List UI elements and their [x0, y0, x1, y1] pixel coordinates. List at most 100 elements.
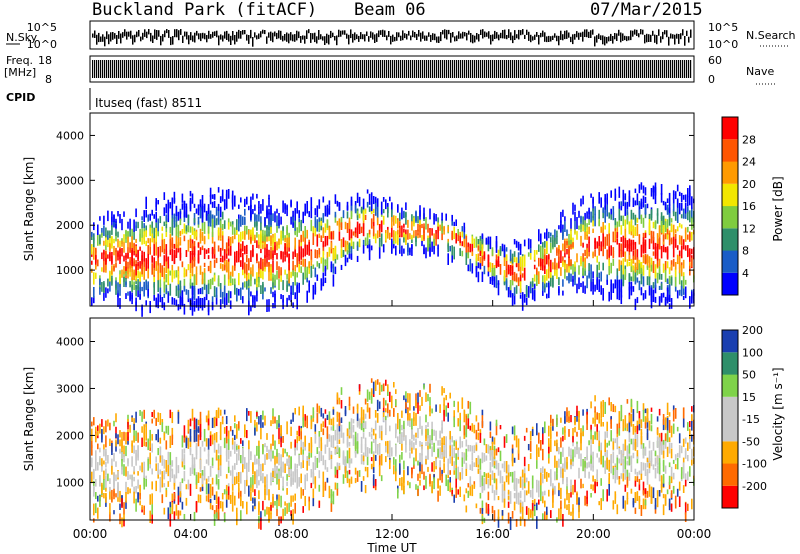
velocity-cell — [445, 405, 447, 417]
velocity-cell — [578, 411, 580, 418]
power-cell — [175, 212, 178, 222]
power-cell — [453, 226, 455, 239]
power-cell — [684, 229, 687, 242]
power-cell — [308, 250, 310, 256]
power-cell — [268, 254, 270, 260]
power-cell — [260, 216, 262, 224]
power-cell — [632, 242, 635, 251]
velocity-cell — [453, 447, 455, 458]
power-cell — [644, 196, 647, 204]
freq-mark — [688, 60, 690, 78]
velocity-cell — [467, 444, 470, 452]
velocity-cell — [139, 489, 141, 496]
freq-mark — [422, 60, 424, 78]
nsky-mark — [388, 31, 390, 37]
power-cell — [149, 238, 151, 247]
power-cell — [666, 297, 669, 304]
velocity-cell — [370, 441, 373, 454]
power-cell — [266, 225, 268, 237]
power-cell — [640, 214, 643, 224]
nsky-mark — [264, 30, 266, 35]
velocity-cell — [548, 453, 550, 464]
velocity-cell — [417, 460, 419, 466]
velocity-cell — [574, 426, 576, 433]
power-cell — [634, 271, 637, 281]
power-cell — [330, 232, 333, 240]
velocity-cell — [113, 479, 115, 489]
velocity-cell — [437, 448, 439, 458]
velocity-cell — [471, 445, 474, 452]
power-cell — [296, 256, 298, 268]
velocity-cell — [254, 419, 256, 426]
velocity-cell — [465, 439, 468, 447]
velocity-cell — [125, 492, 127, 503]
power-cell — [223, 220, 226, 229]
power-cell — [618, 214, 621, 227]
power-cell — [691, 232, 693, 241]
freq-mark — [458, 60, 460, 78]
power-cell — [554, 237, 556, 248]
velocity-cell — [155, 480, 157, 492]
power-cell — [137, 249, 139, 260]
velocity-cell — [264, 476, 266, 488]
velocity-cell — [227, 466, 230, 473]
power-cell — [602, 288, 604, 301]
power-cell — [461, 226, 464, 234]
power-cell — [244, 208, 246, 216]
freq-mark — [120, 60, 122, 78]
power-cell — [674, 229, 677, 234]
power-cell — [167, 202, 170, 212]
power-cell — [143, 223, 145, 228]
velocity-cell — [489, 421, 492, 431]
power-cell — [258, 207, 260, 215]
nsky-mark — [568, 32, 570, 38]
velocity-cell — [401, 435, 403, 444]
power-cell — [687, 195, 689, 207]
velocity-cell — [103, 479, 105, 490]
velocity-cell — [272, 416, 274, 424]
power-cell — [326, 235, 329, 246]
power-cell — [282, 295, 284, 303]
power-cell — [213, 275, 216, 282]
power-cell — [338, 203, 341, 211]
nsky-mark — [408, 30, 410, 36]
power-cell — [175, 285, 178, 297]
nsky-mark — [298, 31, 300, 39]
velocity-cell — [258, 503, 260, 516]
velocity-cell — [179, 510, 182, 516]
freq-mark — [106, 60, 108, 78]
power-cell — [268, 268, 270, 281]
power-cell — [598, 272, 600, 279]
freq-mark — [562, 60, 564, 78]
velocity-cell — [123, 464, 125, 476]
velocity-cell — [568, 503, 570, 515]
power-cell — [322, 196, 325, 203]
power-cell — [596, 264, 598, 278]
power-cell — [165, 203, 168, 214]
velocity-cell — [181, 449, 184, 462]
power-cell — [314, 216, 317, 229]
freq-mark — [622, 60, 624, 78]
power-cell — [294, 265, 296, 272]
power-cell — [536, 274, 538, 286]
power-cell — [260, 285, 262, 294]
velocity-cell — [121, 442, 123, 452]
velocity-cell — [256, 458, 258, 465]
freq-mark — [340, 60, 342, 78]
nsky-mark — [100, 36, 102, 42]
velocity-cell — [105, 468, 107, 476]
velocity-cell — [292, 517, 294, 525]
velocity-cell — [471, 423, 474, 432]
power-cell — [668, 282, 671, 295]
velocity-cell — [354, 467, 357, 475]
power-cell — [648, 256, 651, 268]
freq-mark — [376, 60, 378, 78]
velocity-cell — [105, 475, 107, 483]
power-cell — [682, 285, 685, 295]
velocity-cell — [519, 476, 522, 488]
freq-mark — [416, 60, 418, 78]
nsky-mark — [256, 35, 258, 40]
power-cell — [107, 278, 109, 287]
velocity-cell — [447, 412, 449, 422]
power-cell — [598, 236, 600, 246]
